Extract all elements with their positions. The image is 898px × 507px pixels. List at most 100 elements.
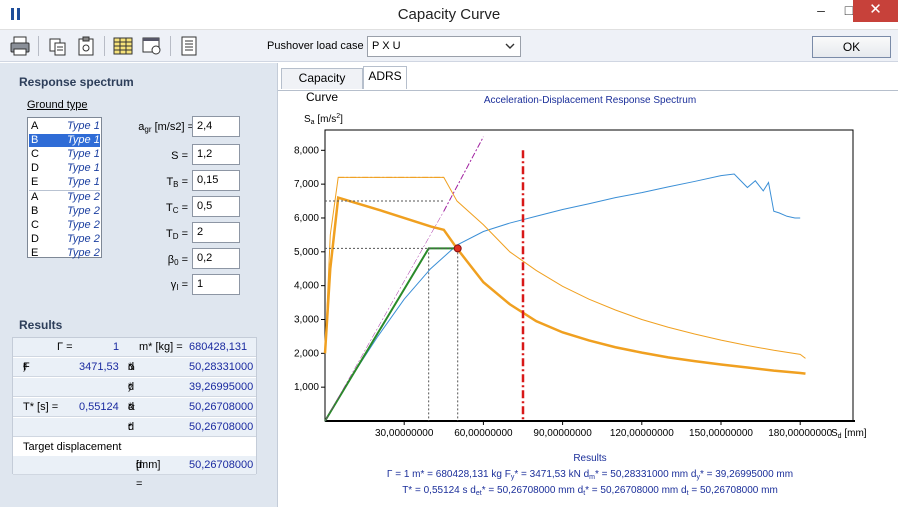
tab-adrs[interactable]: ADRS [363,66,407,89]
agr-input[interactable]: 2,4 [192,116,240,137]
ground-type-code: B [31,205,39,217]
app-icon [11,8,20,20]
title-bar: Capacity Curve – □ ✕ [0,0,898,30]
gamma-value: 1 [113,341,120,353]
response-spectrum-title: Response spectrum [19,75,134,89]
table-icon[interactable] [112,35,134,57]
tc-label-eq: = [178,202,188,214]
chart-title: Acceleration-Displacement Response Spect… [484,95,696,106]
tb-input[interactable]: 0,15 [192,170,240,191]
det-value: 50,26708000 [189,401,254,413]
results-title: Results [19,318,63,332]
tab-capacity-curve[interactable]: Capacity Curve [281,68,363,104]
table-row: dy* [mm] = 39,26995000 [13,378,256,431]
y-tick-label: 2,000 [294,348,319,359]
table-row: Γ = 1 m* [kg] = 680428,131 [13,338,256,357]
dt-label-unit: [mm] = [136,459,161,490]
ground-type-code: C [31,148,39,160]
td-label-eq: = [178,228,188,240]
gammai-label: γI = [122,279,188,292]
td-label: TD = [122,228,188,241]
dm-value: 50,28331000 [189,361,254,373]
close-button[interactable]: ✕ [853,0,898,22]
dm-label-text: d [128,361,135,373]
pushover-load-case-value: P X U [372,40,401,52]
agr-label-unit: [m/s2] = [154,121,194,133]
list-item[interactable]: D Type 2 [29,233,100,246]
list-item[interactable]: E Type 2 [29,247,100,260]
ground-type-code: B [31,134,39,146]
m-value: 680428,131 [189,341,248,353]
list-item[interactable]: D Type 1 [29,162,100,175]
s-input[interactable]: 1,2 [192,144,240,165]
gamma-label: Γ = [57,341,73,353]
table-row: T* [s] = 0,55124 det* [mm] = 50,26708000 [13,398,256,451]
toolbar-separator [170,36,171,56]
agr-label: agr [m/s2] = [128,121,194,134]
response-spectrum-header: Response spectrum [12,73,273,91]
x-axis-label: Sd [mm] [831,428,867,440]
ground-type-type: Type 1 [67,148,100,160]
ground-type-code: C [31,219,39,231]
list-item[interactable]: B Type 1 [29,134,100,147]
td-input[interactable]: 2 [192,222,240,243]
ground-type-code: D [31,162,39,174]
ground-type-code: E [31,247,39,259]
y-axis-label: Sa [m/s2] [304,113,343,126]
chart-panel: Capacity Curve ADRS Acceleration-Displac… [277,63,898,507]
footer-line-1: Γ = 1 m* = 680428,131 kg Fy* = 3471,53 k… [387,469,793,481]
y-tick-label: 1,000 [294,382,319,393]
x-tick-label: 180,00000000 [768,428,832,439]
report-icon[interactable] [178,35,200,57]
ground-type-label: Ground type [27,99,88,111]
tab-bar: Capacity Curve ADRS [278,66,898,104]
tb-label-sub: B [173,180,179,189]
adrs-chart: Acceleration-Displacement Response Spect… [294,95,867,497]
list-item[interactable]: E Type 1 [29,176,100,189]
list-item[interactable]: C Type 1 [29,148,100,161]
results-header: Results [12,316,273,334]
dt-label-sub: t [136,461,139,470]
y-tick-label: 4,000 [294,281,319,292]
tc-label: TC = [122,202,188,215]
dt-label-text: d [136,459,143,471]
maximize-button[interactable]: □ [844,2,854,18]
printer-icon[interactable] [9,35,31,57]
gammai-input[interactable]: 1 [192,274,240,295]
chevron-down-icon [505,43,515,49]
x-tick-label: 150,00000000 [689,428,753,439]
dy-label-sub: y [128,383,132,392]
ground-type-label-text: Ground type [27,99,88,111]
td-label-sub: D [172,232,179,241]
tb-label-eq: = [178,176,188,188]
tc-label-text: T [166,202,173,214]
t-value: 0,55124 [79,401,119,413]
ground-type-list[interactable]: A Type 1 B Type 1 C Type 1 D Type 1 E Type 1 A Type… [27,117,102,260]
ground-type-type: Type 1 [67,120,100,132]
x-tick-label: 120,00000000 [610,428,674,439]
dt-star-label-text: d [128,421,135,433]
ground-type-code: D [31,233,39,245]
tc-label-sub: C [172,206,179,215]
ok-button[interactable]: OK [812,36,891,58]
td-label-text: T [166,228,173,240]
fy-value: 3471,53 [79,361,119,373]
ground-type-type: Type 1 [67,176,100,188]
beta0-input[interactable]: 0,2 [192,248,240,269]
beta0-label-text: β [167,254,175,266]
list-item[interactable]: A Type 1 [29,120,100,133]
list-item[interactable]: A Type 2 [29,191,100,204]
copy-icon[interactable] [47,35,69,57]
gammai-label-text: γ [170,279,177,291]
ground-type-code: A [31,191,39,203]
clipboard-icon[interactable] [75,35,97,57]
minimize-button[interactable]: – [817,2,825,18]
list-item[interactable]: B Type 2 [29,205,100,218]
list-item[interactable]: C Type 2 [29,219,100,232]
tc-input[interactable]: 0,5 [192,196,240,217]
beta0-label-eq: = [178,254,188,266]
window-title: Capacity Curve [397,6,501,23]
t-label: T* [s] = [23,401,59,413]
pushover-load-case-select[interactable]: P X U [367,36,521,57]
image-export-icon[interactable] [141,35,163,57]
